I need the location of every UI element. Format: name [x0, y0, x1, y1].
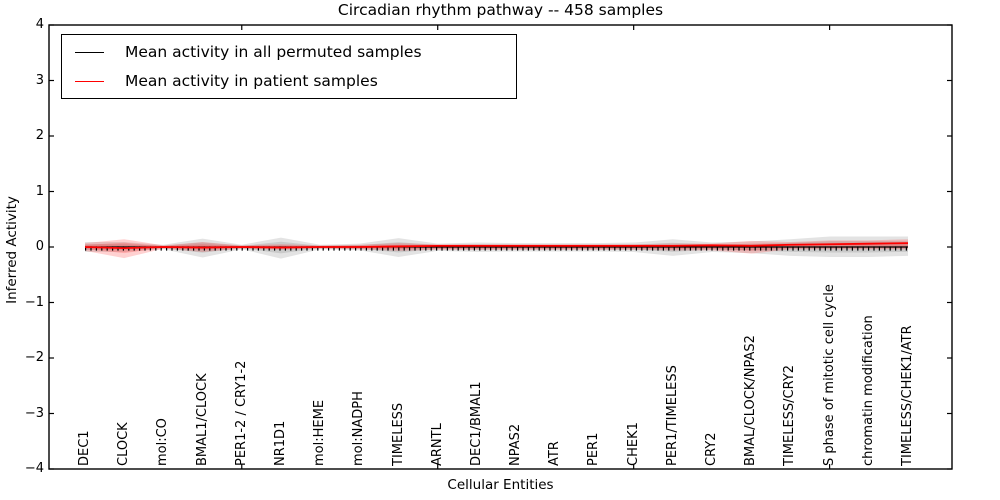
x-tick-label: mol:NADPH	[351, 391, 367, 466]
legend: Mean activity in all permuted samples Me…	[61, 34, 517, 99]
patient-line-sample	[75, 80, 104, 82]
x-tick-label: CRY2	[704, 432, 720, 467]
x-tick-label: TIMELESS	[390, 402, 406, 466]
y-tick-label: 4	[35, 17, 44, 32]
y-tick-label: −4	[24, 461, 44, 476]
y-tick-label: −1	[24, 294, 44, 310]
y-tick-label: 3	[35, 72, 44, 88]
chart-title: Circadian rhythm pathway -- 458 samples	[337, 1, 664, 19]
x-tick-label: CLOCK	[116, 422, 132, 466]
x-tick-label: BMAL1/CLOCK	[194, 373, 210, 466]
y-tick-label: 0	[35, 239, 44, 254]
x-axis-label: Cellular Entities	[447, 477, 554, 493]
x-tick-label: mol:HEME	[312, 399, 328, 466]
x-tick-label: BMAL/CLOCK/NPAS2	[743, 335, 759, 466]
y-tick-label: −3	[24, 405, 44, 421]
x-tick-label: CHEK1	[625, 422, 641, 466]
y-tick-label: −2	[24, 350, 44, 365]
x-tick-label: ARNTL	[429, 423, 445, 466]
x-tick-label: DEC1/BMAL1	[468, 381, 484, 467]
legend-label-permuted: Mean activity in all permuted samples	[125, 43, 422, 61]
x-tick-label: NPAS2	[508, 423, 524, 466]
x-tick-label: TIMELESS/CHEK1/ATR	[900, 325, 915, 466]
y-tick-label: 1	[35, 183, 44, 199]
x-tick-label: S phase of mitotic cell cycle	[821, 284, 837, 466]
legend-item-permuted: Mean activity in all permuted samples	[62, 38, 516, 67]
patient-mean-line	[84, 242, 909, 250]
legend-label-patient: Mean activity in patient samples	[125, 72, 378, 90]
legend-item-patient: Mean activity in patient samples	[62, 67, 516, 96]
y-tick-label: 2	[35, 128, 44, 143]
x-tick-label: chromatin modification	[860, 315, 876, 466]
x-tick-label: TIMELESS/CRY2	[782, 364, 798, 466]
x-tick-label: NR1D1	[272, 420, 288, 466]
x-tick-label: mol:CO	[155, 418, 171, 466]
x-tick-label: ATR	[547, 441, 563, 466]
permuted-line-sample	[75, 51, 104, 53]
x-tick-label: PER1	[586, 432, 602, 466]
x-tick-label: PER1/TIMELESS	[664, 365, 680, 466]
x-tick-label: DEC1	[77, 430, 92, 466]
x-tick-label: PER1-2 / CRY1-2	[233, 360, 249, 466]
